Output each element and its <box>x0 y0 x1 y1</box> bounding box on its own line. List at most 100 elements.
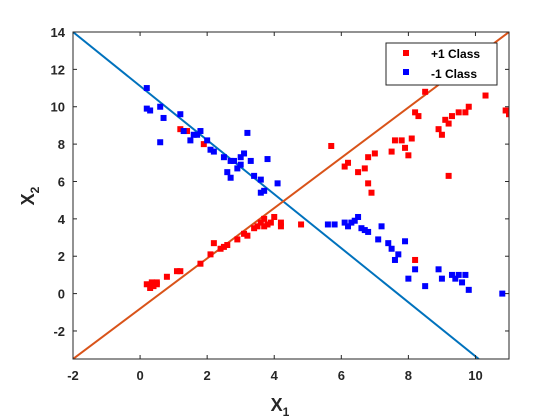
data-point-minus1 <box>459 279 466 286</box>
data-point-plus1 <box>455 109 462 116</box>
data-point-plus1 <box>234 236 241 243</box>
data-point-minus1 <box>499 290 506 297</box>
data-point-minus1 <box>435 266 442 273</box>
data-point-minus1 <box>351 217 358 224</box>
data-point-plus1 <box>391 137 398 144</box>
data-point-minus1 <box>177 111 184 118</box>
separator-line-2 <box>73 32 509 359</box>
data-point-plus1 <box>200 141 207 148</box>
data-point-minus1 <box>341 219 348 226</box>
data-point-minus1 <box>365 228 372 235</box>
data-point-plus1 <box>143 281 150 288</box>
data-point-plus1 <box>398 137 405 144</box>
data-point-plus1 <box>210 240 217 247</box>
data-point-minus1 <box>207 146 214 153</box>
data-point-plus1 <box>261 215 268 222</box>
data-point-minus1 <box>157 103 164 110</box>
data-point-plus1 <box>147 284 154 291</box>
x-tick-label: 6 <box>338 368 345 383</box>
data-point-plus1 <box>254 223 261 230</box>
data-point-plus1 <box>402 144 409 151</box>
y-tick-label: -2 <box>53 324 65 339</box>
data-point-minus1 <box>462 271 469 278</box>
data-point-plus1 <box>442 116 449 123</box>
data-point-minus1 <box>348 219 355 226</box>
x-axis-label-sub: 1 <box>283 405 290 419</box>
data-point-minus1 <box>448 271 455 278</box>
data-point-minus1 <box>220 154 227 161</box>
data-point-minus1 <box>385 240 392 247</box>
data-point-plus1 <box>251 225 258 232</box>
y-tick-label: 10 <box>51 100 65 115</box>
data-point-plus1 <box>482 92 489 99</box>
data-point-minus1 <box>274 180 281 187</box>
data-point-minus1 <box>187 137 194 144</box>
data-point-plus1 <box>264 221 271 228</box>
y-tick-label: 2 <box>58 249 65 264</box>
legend: +1 Class -1 Class <box>385 42 498 86</box>
data-point-plus1 <box>244 232 251 239</box>
data-point-minus1 <box>180 128 187 135</box>
data-point-minus1 <box>197 128 204 135</box>
data-point-plus1 <box>462 109 469 116</box>
data-point-minus1 <box>160 114 167 121</box>
data-point-minus1 <box>237 161 244 168</box>
legend-label-minus1: -1 Class <box>431 67 477 81</box>
data-point-minus1 <box>190 131 197 138</box>
x-axis-label-base: X <box>271 395 283 415</box>
data-point-plus1 <box>224 242 231 249</box>
data-point-minus1 <box>244 129 251 136</box>
data-point-plus1 <box>368 189 375 196</box>
data-point-plus1 <box>405 152 412 159</box>
data-point-minus1 <box>204 137 211 144</box>
data-point-minus1 <box>247 157 254 164</box>
data-point-minus1 <box>395 251 402 258</box>
data-point-plus1 <box>328 142 335 149</box>
data-point-minus1 <box>355 213 362 220</box>
data-point-minus1 <box>143 105 150 112</box>
y-axis-label-sub: 2 <box>28 186 42 193</box>
data-point-minus1 <box>210 148 217 155</box>
data-point-plus1 <box>445 120 452 127</box>
data-point-minus1 <box>375 236 382 243</box>
data-point-minus1 <box>237 154 244 161</box>
y-tick-label: 4 <box>58 212 66 227</box>
data-point-plus1 <box>163 273 170 280</box>
data-point-minus1 <box>261 187 268 194</box>
data-point-plus1 <box>184 128 191 135</box>
data-point-minus1 <box>227 174 234 181</box>
data-point-plus1 <box>388 148 395 155</box>
data-point-minus1 <box>358 225 365 232</box>
data-point-minus1 <box>230 157 237 164</box>
data-point-minus1 <box>257 176 264 183</box>
data-point-plus1 <box>207 251 214 258</box>
legend-label-plus1: +1 Class <box>431 47 480 61</box>
data-point-plus1 <box>365 154 372 161</box>
data-point-plus1 <box>445 172 452 179</box>
data-point-plus1 <box>197 260 204 267</box>
data-point-minus1 <box>257 189 264 196</box>
x-tick-label: -2 <box>67 368 79 383</box>
data-point-plus1 <box>341 163 348 170</box>
data-point-minus1 <box>455 271 462 278</box>
data-point-plus1 <box>412 256 419 263</box>
data-point-plus1 <box>173 268 180 275</box>
x-tick-label: 2 <box>204 368 211 383</box>
data-point-plus1 <box>365 180 372 187</box>
data-point-plus1 <box>277 223 284 230</box>
data-point-plus1 <box>150 283 157 290</box>
data-point-plus1 <box>345 159 352 166</box>
data-point-plus1 <box>257 219 264 226</box>
data-point-plus1 <box>422 88 429 95</box>
data-point-minus1 <box>324 221 331 228</box>
data-point-minus1 <box>422 283 429 290</box>
data-point-minus1 <box>227 157 234 164</box>
data-point-minus1 <box>388 245 395 252</box>
data-point-plus1 <box>465 103 472 110</box>
data-point-plus1 <box>415 113 422 120</box>
data-point-plus1 <box>148 279 155 286</box>
data-point-plus1 <box>361 165 368 172</box>
data-point-plus1 <box>448 113 455 120</box>
data-point-plus1 <box>153 281 160 288</box>
